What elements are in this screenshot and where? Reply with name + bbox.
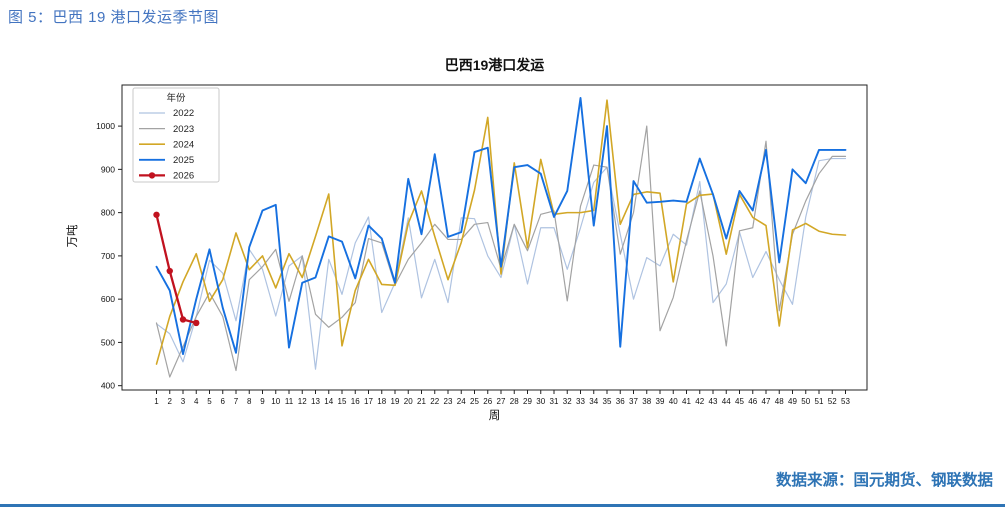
legend-item-2023: 2023 [139, 124, 194, 135]
legend-label-2022: 2022 [173, 108, 194, 119]
series-marker-2026 [166, 267, 173, 275]
x-tick-label: 23 [444, 397, 453, 406]
y-tick-label: 900 [101, 164, 115, 174]
x-tick-label: 17 [364, 397, 373, 406]
y-axis: 400 500 600 700 800 900 1000 [96, 121, 122, 391]
chart-title: 巴西19港口发运 [444, 57, 545, 73]
x-tick-label: 27 [497, 397, 506, 406]
x-tick-label: 12 [298, 397, 307, 406]
x-tick-label: 43 [709, 397, 718, 406]
x-tick-label: 35 [603, 397, 612, 406]
series-2026 [153, 211, 200, 327]
x-tick-label: 42 [695, 397, 704, 406]
x-tick-label: 11 [285, 397, 294, 406]
x-tick-label: 30 [536, 397, 545, 406]
x-tick-label: 22 [430, 397, 439, 406]
x-tick-label: 18 [377, 397, 386, 406]
y-tick-label: 1000 [96, 121, 115, 131]
x-tick-label: 49 [788, 397, 797, 406]
legend-title: 年份 [166, 92, 186, 104]
x-tick-label: 38 [642, 397, 651, 406]
x-tick-label: 1 [154, 397, 159, 406]
x-tick-label: 9 [260, 397, 265, 406]
series-marker-2026 [193, 319, 200, 327]
x-tick-label: 39 [656, 397, 665, 406]
seasonal-line-chart: 400 500 600 700 800 900 1000 1 2 3 4 5 6 7 8 9 10 11 12 13 1… [75, 48, 885, 448]
x-tick-label: 19 [391, 397, 400, 406]
legend: 年份 2022 2023 2024 2025 2026 [132, 87, 220, 183]
x-tick-label: 7 [234, 397, 239, 406]
x-tick-label: 16 [351, 397, 360, 406]
x-tick-label: 53 [841, 397, 850, 406]
x-tick-label: 45 [735, 397, 744, 406]
y-tick-label: 400 [101, 381, 115, 391]
y-tick-label: 800 [101, 208, 115, 218]
x-tick-label: 32 [563, 397, 572, 406]
series-2025 [155, 97, 847, 356]
series-marker-2026 [179, 316, 187, 323]
legend-label-2023: 2023 [173, 124, 194, 135]
y-tick-label: 700 [101, 251, 115, 261]
x-tick-label: 4 [194, 397, 199, 406]
x-tick-label: 37 [629, 397, 638, 406]
x-tick-label: 41 [682, 397, 691, 406]
x-tick-label: 10 [271, 397, 280, 406]
x-tick-label: 29 [523, 397, 532, 406]
x-axis: 1 2 3 4 5 6 7 8 9 10 11 12 13 14 15 16 17 18 19 20 21 22 23 24 2… [154, 390, 850, 406]
data-source-note: 数据来源：国元期货、钢联数据 [775, 472, 993, 489]
x-tick-label: 51 [815, 397, 824, 406]
x-tick-label: 20 [404, 397, 413, 406]
legend-item-2022: 2022 [139, 108, 194, 119]
x-tick-label: 48 [775, 397, 784, 406]
x-tick-label: 34 [589, 397, 598, 406]
legend-label-2026: 2026 [173, 171, 194, 182]
x-tick-label: 40 [669, 397, 678, 406]
legend-item-2024: 2024 [139, 139, 194, 150]
x-tick-label: 14 [324, 397, 333, 406]
x-tick-label: 3 [181, 397, 186, 406]
x-tick-label: 36 [616, 397, 625, 406]
x-axis-label: 周 [488, 410, 501, 422]
series-2022 [155, 157, 847, 370]
plot-border [121, 84, 868, 391]
series-2023 [155, 125, 847, 378]
x-tick-label: 31 [550, 397, 559, 406]
y-tick-label: 600 [101, 294, 115, 304]
x-tick-label: 25 [470, 397, 479, 406]
figure-caption: 图 5：巴西 19 港口发运季节图 [8, 9, 220, 26]
legend-label-2024: 2024 [173, 139, 194, 150]
x-tick-label: 6 [221, 397, 226, 406]
x-tick-label: 2 [168, 397, 173, 406]
x-tick-label: 26 [483, 397, 492, 406]
series-line-2024 [155, 99, 847, 365]
x-tick-label: 33 [576, 397, 585, 406]
x-tick-label: 44 [722, 397, 731, 406]
x-tick-label: 52 [828, 397, 837, 406]
x-tick-label: 8 [247, 397, 252, 406]
x-tick-label: 28 [510, 397, 519, 406]
x-tick-label: 15 [338, 397, 347, 406]
series-marker-2026 [153, 211, 160, 218]
legend-label-2025: 2025 [173, 155, 194, 166]
x-tick-label: 24 [457, 397, 466, 406]
legend-item-2026: 2026 [139, 171, 194, 182]
page-bottom-rule [0, 504, 1005, 507]
x-tick-label: 13 [311, 397, 320, 406]
x-tick-label: 47 [762, 397, 771, 406]
series-line-2022 [155, 157, 847, 370]
x-tick-label: 21 [417, 397, 426, 406]
x-tick-label: 50 [801, 397, 810, 406]
series-line-2026 [155, 213, 198, 325]
x-tick-label: 5 [207, 397, 212, 406]
x-tick-label: 46 [748, 397, 757, 406]
series-line-2023 [155, 125, 847, 378]
y-tick-label: 500 [101, 337, 115, 347]
legend-item-2025: 2025 [139, 155, 194, 166]
series-2024 [155, 99, 847, 365]
series-line-2025 [155, 97, 847, 356]
